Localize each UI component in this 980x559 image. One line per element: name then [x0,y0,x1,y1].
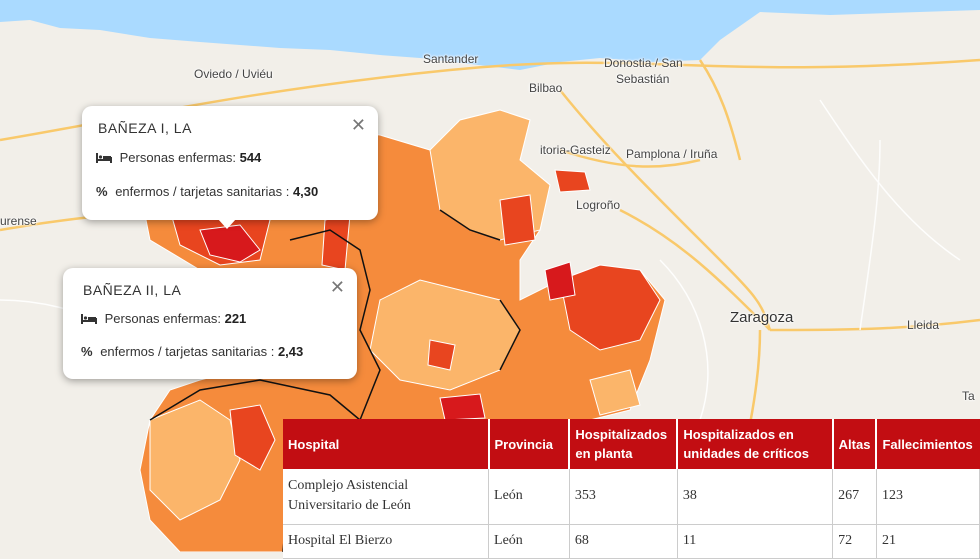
region-castilla-leon[interactable] [139,109,666,552]
sea [0,0,980,70]
popup-title: BAÑEZA I, LA [98,120,192,136]
header-fallecimientos[interactable]: Fallecimientos [876,419,980,469]
city-label-bilbao: Bilbao [529,81,563,95]
percent-icon: % [81,344,93,359]
cell-altas: 267 [832,469,877,525]
header-hospital[interactable]: Hospital [283,419,490,469]
city-label-lleida: Lleida [907,318,940,332]
city-label-logrono: Logroño [576,198,621,212]
city-label-donostia: Donostia / San [604,56,683,70]
cell-planta: 353 [569,469,678,525]
city-label-oviedo: Oviedo / Uviéu [194,67,273,81]
cell-altas: 72 [832,524,877,559]
ratio-label: enfermos / tarjetas sanitarias : [115,184,290,199]
cell-hospital: Complejo Asistencial Universitario de Le… [283,469,490,525]
popup-title: BAÑEZA II, LA [83,282,182,298]
header-criticos[interactable]: Hospitalizados en unidades de críticos [677,419,834,469]
enfermos-label: Personas enfermas: [104,311,221,326]
bed-icon [81,314,97,324]
cell-hospital: Hospital El Bierzo [283,524,490,559]
close-icon[interactable]: ✕ [350,115,366,135]
popup-enfermos-row: Personas enfermas: 544 [96,150,261,165]
map-popup-baneza-2: BAÑEZA II, LA ✕ Personas enfermas: 221 %… [63,268,357,379]
ratio-value: 2,43 [277,344,304,359]
city-label-pamplona: Pamplona / Iruña [626,147,718,161]
city-label-ta: Ta [962,389,975,403]
city-label-santander: Santander [423,52,479,66]
city-label-vitoria: itoria-Gasteiz [540,143,611,157]
cell-criticos: 38 [677,469,834,525]
table-row: Complejo Asistencial Universitario de Le… [283,469,980,525]
cell-provincia: León [488,469,570,525]
table-row: Hospital El Bierzo León 68 11 72 21 [283,524,980,559]
popup-enfermos-row: Personas enfermas: 221 [81,311,246,326]
cell-provincia: León [488,524,570,559]
header-altas[interactable]: Altas [832,419,878,469]
percent-icon: % [96,184,108,199]
map-popup-baneza-1: BAÑEZA I, LA ✕ Personas enfermas: 544 % … [82,106,378,229]
popup-ratio-row: % enfermos / tarjetas sanitarias : 2,43 [81,344,303,359]
cell-criticos: 11 [677,524,834,559]
hospital-table: Hospital Provincia Hospitalizados en pla… [283,419,980,559]
enfermos-value: 221 [224,311,247,326]
city-label-ourense: urense [0,214,37,228]
bed-icon [96,153,112,163]
header-provincia[interactable]: Provincia [488,419,571,469]
popup-ratio-row: % enfermos / tarjetas sanitarias : 4,30 [96,184,318,199]
table-header-row: Hospital Provincia Hospitalizados en pla… [283,419,980,469]
cell-planta: 68 [569,524,678,559]
ratio-value: 4,30 [292,184,319,199]
header-planta[interactable]: Hospitalizados en planta [569,419,679,469]
enfermos-label: Personas enfermas: [119,150,236,165]
city-label-zaragoza: Zaragoza [730,309,794,326]
ratio-label: enfermos / tarjetas sanitarias : [100,344,275,359]
close-icon[interactable]: ✕ [329,277,345,297]
cell-fallecimientos: 123 [876,469,980,525]
enfermos-value: 544 [239,150,262,165]
cell-fallecimientos: 21 [876,524,980,559]
popup-pointer [218,219,236,229]
city-label-donostia-2: Sebastián [616,72,670,86]
